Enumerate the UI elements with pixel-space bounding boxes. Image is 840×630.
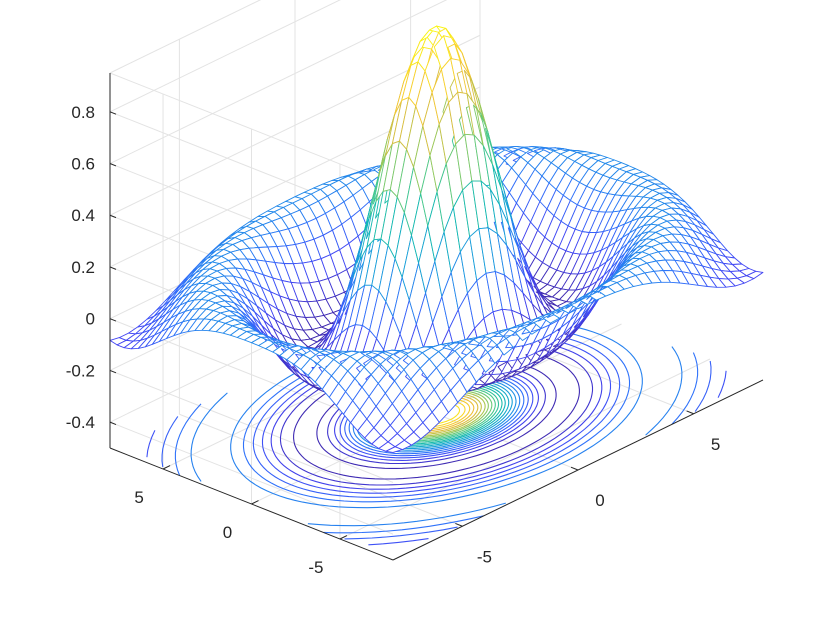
- surface-mesh: [109, 25, 764, 453]
- z-tick-1: [109, 369, 117, 374]
- z-tick-4: [109, 214, 117, 219]
- y-tick-2: [162, 465, 171, 470]
- x-tick-2: [686, 410, 694, 415]
- y-tick-label-2: 5: [134, 488, 143, 507]
- y-tick-label-1: 0: [223, 523, 232, 542]
- x-tick-label-1: 0: [595, 491, 604, 510]
- z-tick-label-3: 0.2: [71, 258, 95, 277]
- z-tick-3: [109, 266, 117, 270]
- z-tick-label-1: -0.2: [66, 361, 95, 380]
- z-tick-label-4: 0.4: [71, 206, 95, 225]
- tick-labels: -0.4 -0.2 0 0.2 0.4 0.6 0.8 -5 0 5 -5 0 5: [66, 103, 721, 577]
- z-tick-5: [109, 163, 117, 167]
- grid-line-y-floor-0: [339, 358, 711, 540]
- z-tick-label-6: 0.8: [71, 103, 95, 122]
- surface-cell-39-0: [746, 270, 764, 280]
- z-tick-label-5: 0.6: [71, 155, 95, 174]
- grid-top-back-edge: [109, 0, 262, 74]
- x-tick-label-2: 5: [711, 435, 720, 454]
- z-tick-0: [109, 421, 117, 426]
- z-tick-label-0: -0.4: [66, 413, 95, 432]
- x-tick-label-0: -5: [477, 547, 492, 566]
- z-tick-6: [109, 111, 117, 115]
- y-tick-0: [339, 535, 348, 540]
- grid-top-left-edge: [109, 72, 394, 186]
- x-tick-0: [455, 522, 463, 527]
- z-tick-label-2: 0: [86, 310, 95, 329]
- y-tick-label-0: -5: [308, 558, 323, 577]
- y-tick-1: [251, 500, 259, 505]
- z-tick-2: [109, 318, 117, 322]
- axis-lines: [109, 73, 764, 561]
- x-tick-1: [570, 466, 579, 471]
